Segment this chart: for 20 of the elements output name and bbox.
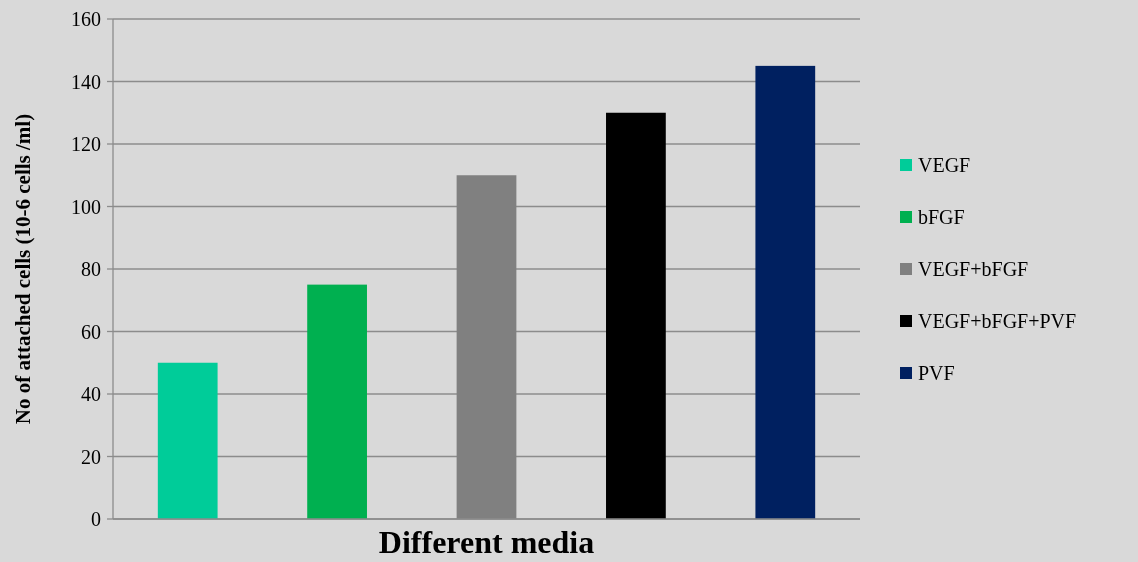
y-axis-title: No of attached cells (10-6 cells /ml) [11, 113, 35, 425]
bar [755, 65, 816, 519]
legend-label: PVF [918, 362, 955, 384]
legend-label: VEGF+bFGF+PVF [918, 310, 1077, 332]
legend-label: VEGF [918, 154, 971, 176]
y-tick-label: 160 [71, 8, 101, 30]
legend-label: bFGF [918, 206, 965, 228]
y-tick-label: 140 [71, 70, 101, 93]
bar [606, 112, 666, 519]
y-tick-label: 20 [81, 445, 101, 468]
y-tick-label: 80 [81, 258, 101, 280]
y-tick-label: 100 [71, 195, 101, 218]
y-tick-label: 120 [71, 133, 101, 155]
y-tick-label: 40 [81, 383, 101, 405]
y-tick-label: 0 [91, 508, 101, 530]
x-axis-title: Different media [378, 524, 595, 560]
y-tick-label: 60 [81, 320, 101, 343]
bar [157, 362, 218, 519]
legend-label: VEGF+bFGF [918, 258, 1029, 280]
bar [307, 284, 367, 519]
